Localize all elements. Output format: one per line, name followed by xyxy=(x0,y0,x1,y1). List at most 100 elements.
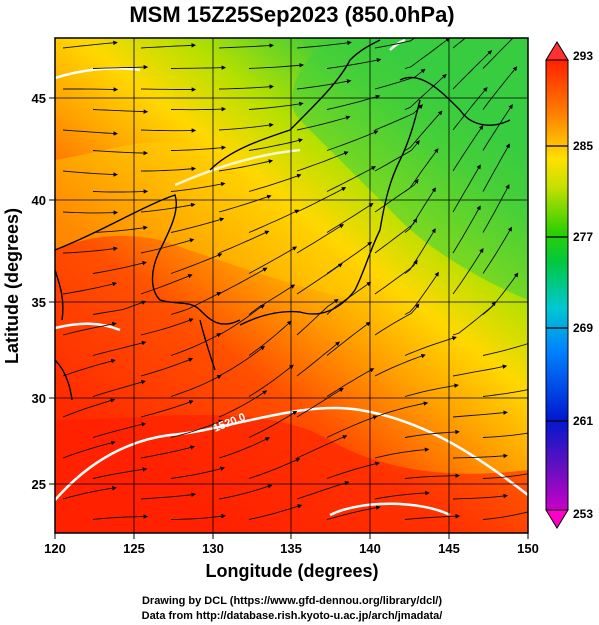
colorbar-top-arrow-icon xyxy=(545,41,569,61)
streamline xyxy=(170,145,227,151)
streamline xyxy=(92,380,146,397)
x-tick-label: 135 xyxy=(280,541,302,556)
x-tick-label: 140 xyxy=(359,541,381,556)
colorbar-label: 285 xyxy=(573,139,593,153)
streamline xyxy=(374,303,420,336)
streamline xyxy=(374,178,419,213)
streamline xyxy=(140,445,195,459)
streamline xyxy=(170,513,226,520)
streamline xyxy=(374,38,416,49)
streamline xyxy=(248,246,298,274)
streamline xyxy=(404,73,447,110)
streamline xyxy=(326,57,382,69)
colorbar-label: 253 xyxy=(573,507,593,521)
streamline xyxy=(248,209,300,233)
streamline xyxy=(374,259,418,295)
streamline xyxy=(326,505,381,520)
streamline xyxy=(62,129,119,136)
streamline xyxy=(62,170,119,177)
streamline xyxy=(374,68,426,90)
streamline xyxy=(326,321,371,356)
streamline xyxy=(248,63,305,69)
streamline xyxy=(140,87,197,92)
x-tick-label: 130 xyxy=(202,541,224,556)
streamline xyxy=(218,194,272,213)
streamline xyxy=(248,504,303,520)
streamline xyxy=(296,224,344,254)
credit-drawing: Drawing by DCL (https://www.gfd-dennou.o… xyxy=(142,595,442,607)
streamline xyxy=(326,368,375,397)
streamline xyxy=(218,390,268,418)
colorbar-label: 261 xyxy=(573,414,593,428)
colorbar-bottom-arrow-icon xyxy=(545,509,569,529)
streamline xyxy=(482,38,514,69)
streamline xyxy=(326,202,374,233)
streamline xyxy=(140,400,194,418)
streamline xyxy=(62,210,119,215)
streamline xyxy=(248,284,296,315)
streamline xyxy=(452,124,484,172)
streamline xyxy=(62,440,116,459)
streamline xyxy=(374,401,429,418)
streamline xyxy=(482,143,510,192)
streamline xyxy=(326,241,373,274)
streamline xyxy=(452,493,509,500)
colorbar: 293 285 277 269 261 253 xyxy=(545,41,593,529)
streamline xyxy=(170,419,224,438)
streamline xyxy=(482,184,510,233)
streamline xyxy=(482,343,528,356)
credit-data: Data from http://database.rish.kyoto-u.a… xyxy=(142,610,443,622)
streamline xyxy=(296,263,343,295)
streamline xyxy=(170,106,227,112)
streamline xyxy=(218,484,273,500)
streamline xyxy=(248,364,294,397)
streamline xyxy=(170,65,227,70)
streamline xyxy=(296,481,350,500)
streamline xyxy=(62,358,116,377)
streamline xyxy=(452,301,496,336)
streamline xyxy=(452,205,481,254)
streamline xyxy=(218,230,270,254)
x-tick-label: 125 xyxy=(123,541,145,556)
streamline xyxy=(170,466,225,479)
colorbar-label: 269 xyxy=(573,321,593,335)
streamline xyxy=(404,429,460,438)
x-tick-labels: 120 125 130 135 140 145 150 xyxy=(44,541,539,556)
streamline xyxy=(170,292,222,315)
y-tick-label: 35 xyxy=(32,295,46,310)
streamline xyxy=(170,181,226,192)
streamline xyxy=(452,364,508,377)
streamline xyxy=(92,109,149,114)
streamline xyxy=(452,248,484,295)
streamline xyxy=(62,40,118,49)
streamline xyxy=(296,299,339,336)
streamline xyxy=(140,274,193,295)
streamline xyxy=(248,101,304,110)
streamline xyxy=(374,447,430,459)
streamline xyxy=(62,281,117,295)
graticule xyxy=(55,38,528,533)
streamline xyxy=(218,304,265,336)
streamline xyxy=(62,486,117,500)
streamline xyxy=(404,473,461,479)
streamline xyxy=(248,320,292,356)
streamline xyxy=(140,357,194,377)
streamline xyxy=(62,246,118,254)
streamline xyxy=(63,87,119,92)
streamline xyxy=(140,128,197,133)
streamline xyxy=(374,104,424,131)
streamline xyxy=(140,202,196,213)
x-tick-label: 145 xyxy=(438,541,460,556)
streamline xyxy=(452,164,481,213)
y-tick-label: 45 xyxy=(32,91,46,106)
streamline xyxy=(326,166,376,192)
y-tick-label: 40 xyxy=(32,193,46,208)
streamline xyxy=(374,490,430,500)
streamline xyxy=(170,217,225,233)
map-title: MSM 15Z25Sep2023 (850.0hPa) xyxy=(129,2,454,27)
streamline xyxy=(296,435,348,459)
streamline xyxy=(248,138,303,151)
streamline xyxy=(62,398,116,418)
streamline xyxy=(92,422,147,438)
streamline xyxy=(482,66,518,110)
